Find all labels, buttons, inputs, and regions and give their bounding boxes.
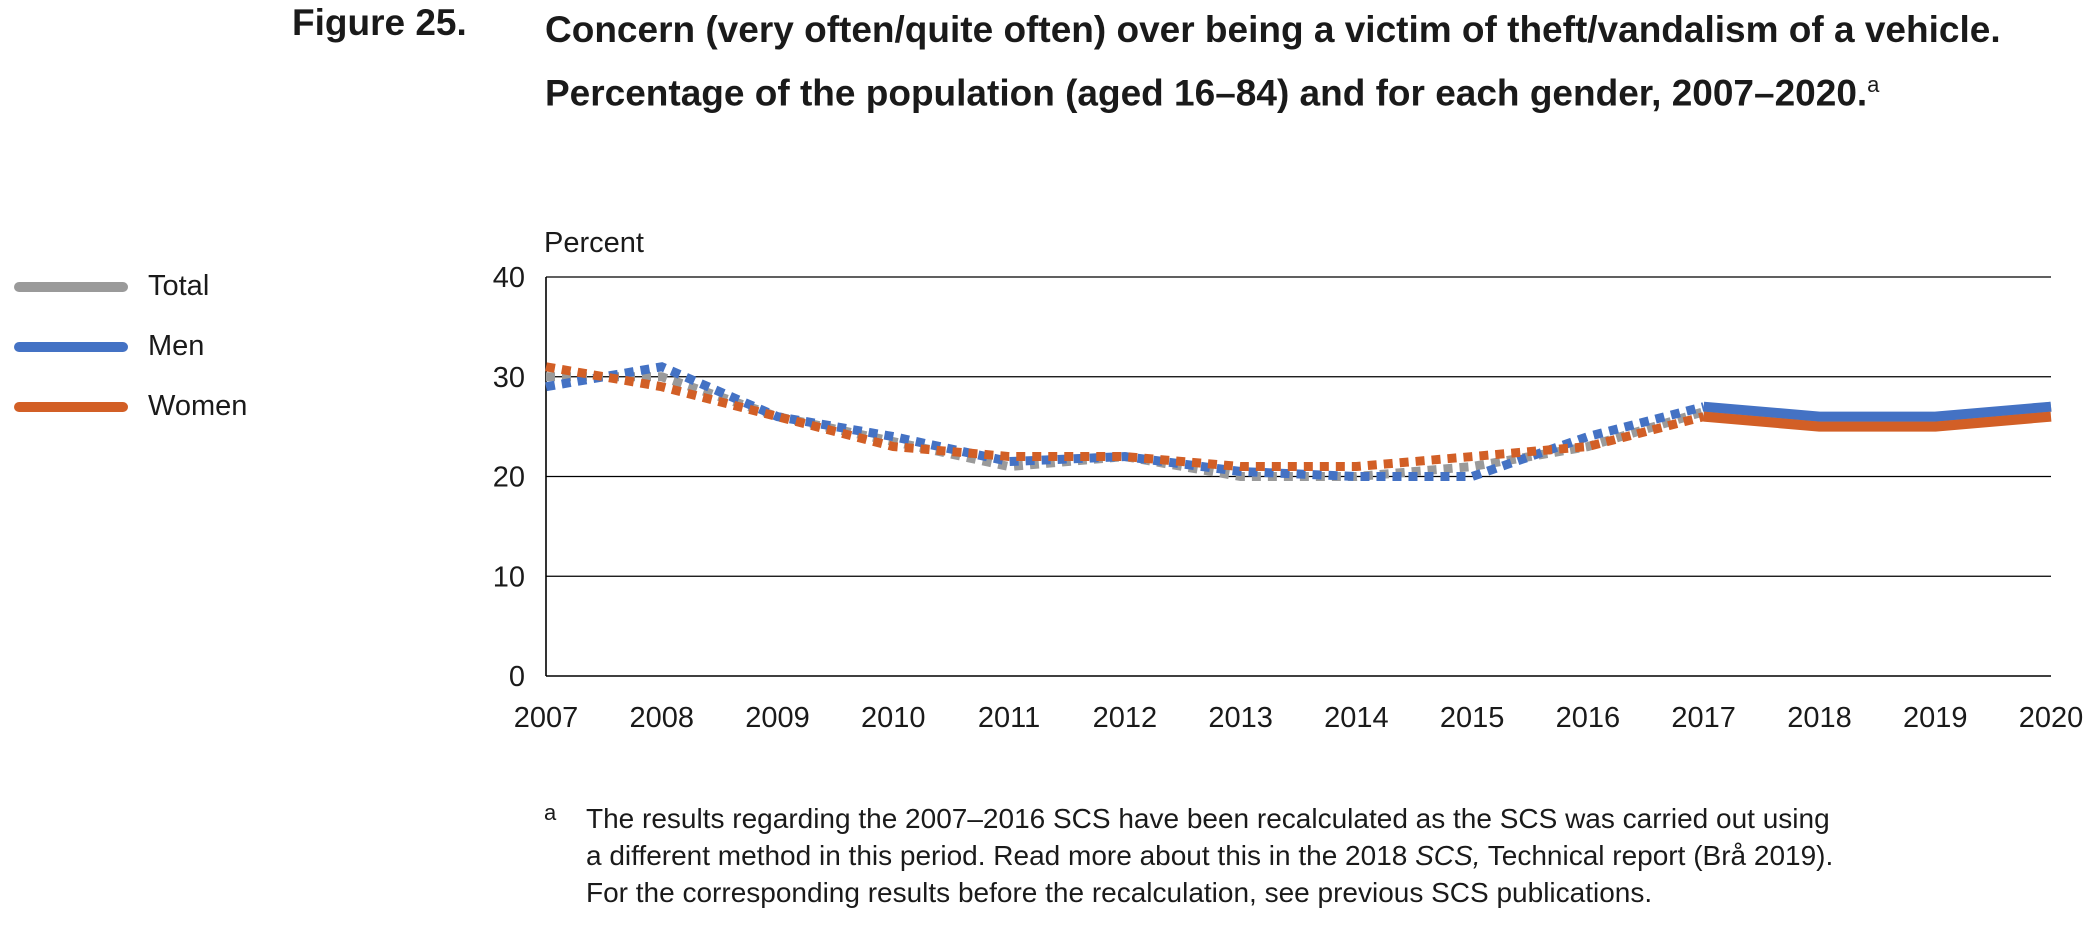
legend-label-women: Women [148,390,248,422]
footnote-line-3: For the corresponding results before the… [586,877,1653,908]
footnote: a The results regarding the 2007–2016 SC… [544,800,2064,911]
figure-title: Concern (very often/quite often) over be… [545,2,2045,120]
series-line-men-dashed [545,362,1705,481]
footnote-mark: a [544,800,557,825]
series-line-women-solid [1703,411,2052,432]
x-tick-label-2014: 2014 [1324,702,1389,734]
y-tick-label-40: 40 [493,262,525,294]
x-tick-label-2013: 2013 [1208,702,1273,734]
x-tick-label-2015: 2015 [1440,702,1505,734]
x-tick-label-2009: 2009 [745,702,810,734]
legend-label-men: Men [148,330,205,362]
x-tick-label-2007: 2007 [514,702,579,734]
figure-label: Figure 25. [292,2,467,43]
y-tick-label-30: 30 [493,362,525,394]
y-axis-label: Percent [544,227,644,259]
legend-label-total: Total [148,270,210,302]
x-tick-label-2020: 2020 [2019,702,2084,734]
x-tick-label-2010: 2010 [861,702,926,734]
series-line-men-solid [1703,401,2052,422]
x-tick-label-2016: 2016 [1556,702,1621,734]
y-tick-label-20: 20 [493,462,525,494]
x-tick-label-2012: 2012 [1093,702,1158,734]
footnote-line-2-italic: SCS, [1415,840,1481,871]
x-tick-label-2018: 2018 [1787,702,1852,734]
title-footnote-mark: a [1867,72,1880,97]
y-tick-label-0: 0 [509,661,525,693]
line-chart: Percent 0 10 20 30 40 2007 2008 2009 2010 2011 2012… [493,227,2084,734]
legend-swatch-men [14,342,128,352]
x-tick-label-2017: 2017 [1671,702,1736,734]
footnote-line-2: a different method in this period. Read … [544,837,2064,874]
legend-swatch-total [14,282,128,292]
footnote-line-2-end: Technical report (Brå 2019). [1480,840,1834,871]
x-tick-label-2019: 2019 [1903,702,1968,734]
x-tick-label-2011: 2011 [978,702,1040,734]
legend-swatch-women [14,402,128,412]
series-line-women-dashed [545,362,1705,472]
y-tick-label-10: 10 [493,561,525,593]
x-tick-label-2008: 2008 [630,702,695,734]
footnote-line-1: The results regarding the 2007–2016 SCS … [586,803,1830,834]
figure-title-text: Concern (very often/quite often) over be… [545,9,2001,114]
footnote-line-2-start: a different method in this period. Read … [586,840,1416,871]
